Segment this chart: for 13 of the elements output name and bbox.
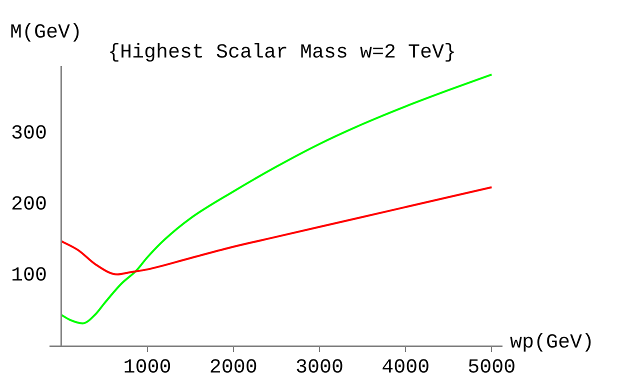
y-axis-title: M(GeV) <box>10 21 82 44</box>
line-series <box>60 186 493 276</box>
x-tick-label: 5000 <box>468 356 516 380</box>
x-tick-label: 1000 <box>123 356 172 380</box>
chart-title: {Highest Scalar Mass w=2 TeV} <box>108 41 456 64</box>
x-tick-label: 3000 <box>295 356 344 380</box>
x-tick-label: 2000 <box>209 356 258 380</box>
y-tick-label: 100 <box>10 264 48 288</box>
x-axis-title: wp(GeV) <box>510 331 594 354</box>
y-tick-label: 300 <box>10 122 48 146</box>
x-tick-label: 4000 <box>382 356 430 380</box>
line-series <box>60 74 493 324</box>
y-tick-label: 200 <box>10 194 48 217</box>
